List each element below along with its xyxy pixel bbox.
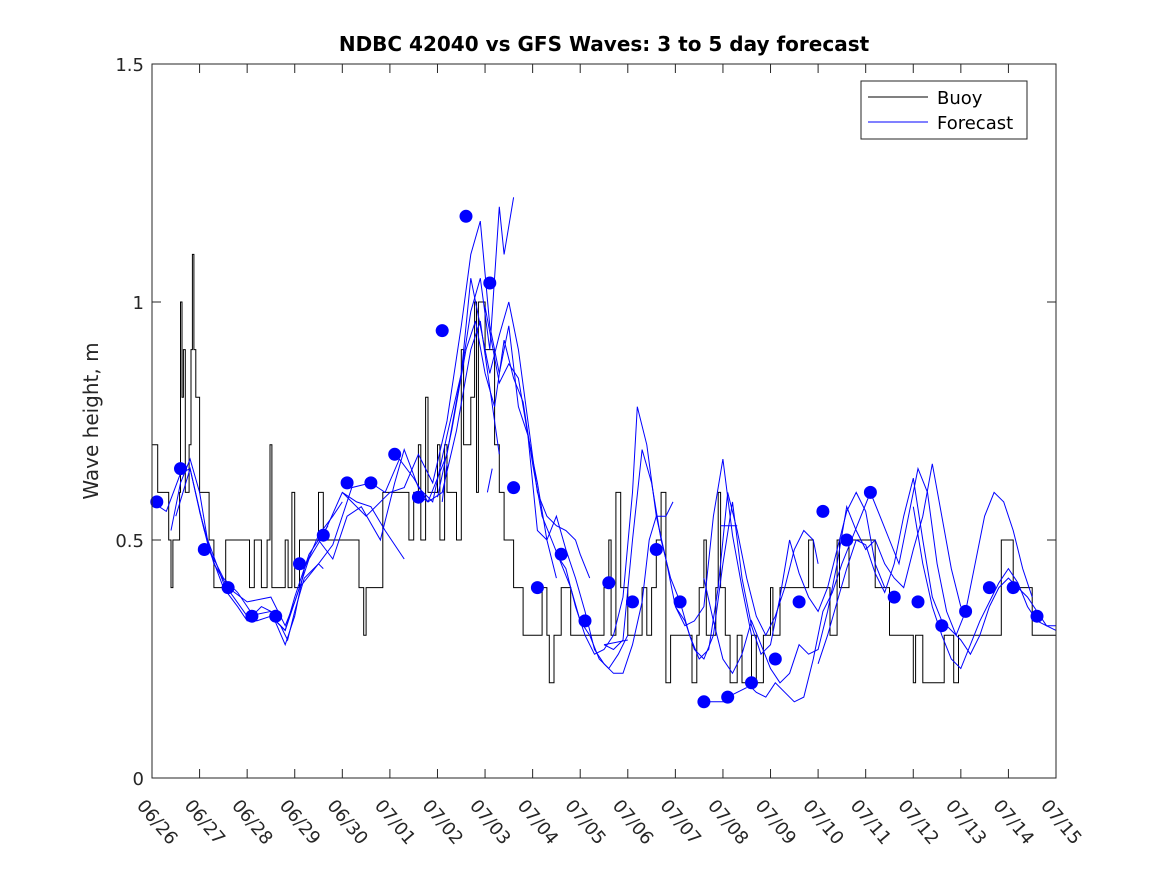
forecast-run-10 (484, 306, 674, 674)
forecast-marker-4 (221, 581, 235, 595)
forecast-marker-30 (840, 533, 854, 547)
forecast-marker-38 (1030, 609, 1044, 623)
forecast-marker-16 (507, 481, 521, 495)
forecast-run-6 (318, 197, 515, 561)
legend: Buoy Forecast (860, 80, 1028, 140)
forecast-marker-31 (863, 485, 877, 499)
forecast-marker-20 (602, 576, 616, 590)
forecast-segment-3 (441, 463, 448, 502)
forecast-marker-6 (269, 609, 283, 623)
forecast-markers (150, 209, 1044, 709)
forecast-marker-3 (197, 543, 211, 556)
forecast-run-13 (674, 491, 886, 660)
y-axis: 0 0.5 1 1.5 (115, 55, 1056, 790)
forecast-marker-1 (150, 495, 164, 509)
forecast-run-5 (270, 320, 500, 632)
forecast-marker-23 (673, 595, 687, 609)
forecast-run-12 (603, 449, 819, 660)
forecast-marker-33 (911, 595, 925, 609)
forecast-marker-17 (530, 581, 544, 595)
forecast-marker-7 (293, 557, 306, 571)
y-tick-label: 0 (133, 769, 144, 790)
forecast-segment-4 (486, 468, 493, 493)
legend-box (860, 80, 1028, 140)
forecast-marker-10 (364, 476, 378, 490)
forecast-marker-25 (721, 690, 735, 704)
forecast-marker-29 (816, 504, 830, 518)
forecast-marker-32 (887, 590, 901, 604)
y-tick-label: 1 (133, 293, 144, 314)
forecast-marker-22 (649, 543, 663, 556)
chart-title: NDBC 42040 vs GFS Waves: 3 to 5 day fore… (339, 32, 870, 56)
y-tick-label: 0.5 (115, 531, 144, 552)
legend-label-buoy: Buoy (937, 88, 983, 109)
forecast-run-11 (555, 406, 752, 655)
buoy-line (152, 253, 1056, 684)
plot-area (152, 64, 1056, 778)
forecast-marker-18 (554, 547, 568, 561)
forecast-marker-35 (959, 604, 973, 618)
forecast-series (151, 197, 1057, 703)
plot-frame (151, 63, 1057, 779)
forecast-marker-21 (626, 595, 639, 609)
forecast-marker-12 (411, 490, 425, 504)
forecast-marker-28 (792, 595, 806, 609)
forecast-segment-5 (603, 639, 628, 646)
forecast-marker-34 (935, 619, 949, 633)
forecast-marker-8 (316, 528, 330, 542)
forecast-marker-2 (174, 462, 187, 476)
y-axis-label: Wave height, m (79, 342, 103, 499)
forecast-marker-14 (459, 209, 473, 223)
forecast-marker-15 (483, 276, 497, 290)
y-tick-label: 1.5 (115, 55, 144, 76)
forecast-run-15 (746, 466, 1033, 703)
forecast-marker-26 (745, 676, 758, 690)
legend-label-forecast: Forecast (937, 113, 1013, 134)
forecast-marker-37 (1006, 581, 1020, 595)
forecast-marker-19 (578, 614, 592, 628)
forecast-marker-27 (768, 652, 782, 666)
buoy-series (152, 253, 1056, 684)
forecast-marker-24 (697, 695, 711, 709)
forecast-marker-5 (245, 609, 259, 623)
forecast-marker-36 (982, 581, 996, 595)
forecast-marker-11 (388, 447, 402, 461)
forecast-marker-9 (340, 476, 354, 490)
forecast-marker-13 (435, 324, 449, 338)
